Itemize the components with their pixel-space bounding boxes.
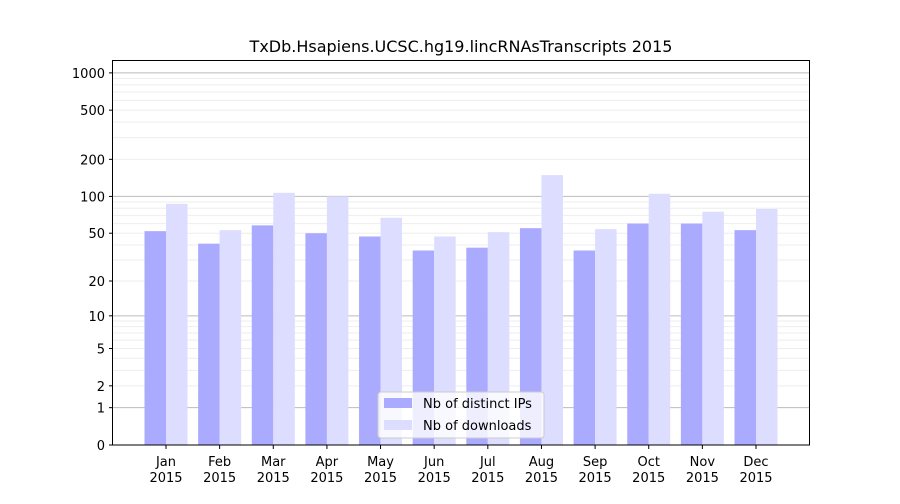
bar-downloads-aug bbox=[541, 175, 563, 445]
x-tick-label-year: 2015 bbox=[525, 471, 558, 486]
x-tick-label-month: Jan bbox=[155, 455, 176, 470]
y-tick-label: 100 bbox=[80, 190, 105, 205]
x-tick-label-year: 2015 bbox=[632, 471, 665, 486]
bar-downloads-oct bbox=[648, 193, 671, 445]
x-tick-label-year: 2015 bbox=[418, 471, 451, 486]
y-axis: 0 1 2 5 10 20 50 100 200 500 1000 bbox=[72, 67, 113, 454]
bar-ips-may bbox=[359, 236, 381, 445]
x-tick-label-month: Oct bbox=[637, 455, 659, 470]
y-tick-label: 200 bbox=[80, 153, 105, 168]
x-tick-label-month: Jul bbox=[479, 455, 496, 470]
x-tick-label-year: 2015 bbox=[686, 471, 719, 486]
x-tick-label-year: 2015 bbox=[310, 471, 343, 486]
bar-downloads-nov bbox=[702, 211, 724, 445]
x-tick-label-month: Mar bbox=[261, 455, 286, 470]
y-tick-label: 2 bbox=[97, 380, 105, 395]
bar-ips-dec bbox=[734, 230, 756, 445]
x-tick-label-month: Apr bbox=[316, 455, 339, 470]
bar-ips-aug bbox=[519, 228, 542, 445]
x-tick-label-month: Feb bbox=[208, 455, 231, 470]
x-tick-label-month: May bbox=[367, 455, 394, 470]
x-tick-label-year: 2015 bbox=[579, 471, 612, 486]
y-tick-label: 500 bbox=[80, 104, 105, 119]
x-tick-label-year: 2015 bbox=[739, 471, 772, 486]
bar-downloads-sep bbox=[595, 229, 617, 445]
legend-label-ips: Nb of distinct IPs bbox=[423, 397, 532, 412]
bar-downloads-dec bbox=[756, 208, 778, 445]
legend-swatch-ips bbox=[384, 398, 412, 408]
legend-label-downloads: Nb of downloads bbox=[423, 419, 532, 434]
bar-downloads-jan bbox=[166, 203, 188, 445]
x-tick-label-month: Nov bbox=[690, 455, 716, 470]
bar-ips-mar bbox=[251, 225, 274, 445]
y-tick-label: 5 bbox=[97, 342, 105, 357]
bar-ips-oct bbox=[627, 223, 649, 445]
bar-downloads-apr bbox=[326, 196, 349, 445]
y-tick-label: 0 bbox=[97, 439, 105, 454]
x-tick-label-month: Aug bbox=[529, 455, 554, 470]
legend: Nb of distinct IPs Nb of downloads bbox=[377, 391, 545, 439]
chart-title: TxDb.Hsapiens.UCSC.hg19.lincRNAsTranscri… bbox=[249, 37, 673, 56]
x-tick-label-year: 2015 bbox=[471, 471, 504, 486]
x-axis: Jan2015Feb2015Mar2015Apr2015May2015Jun20… bbox=[149, 445, 773, 486]
bar-ips-feb bbox=[198, 243, 220, 445]
bar-ips-sep bbox=[573, 250, 596, 445]
legend-frame bbox=[377, 391, 545, 439]
x-tick-label-year: 2015 bbox=[364, 471, 397, 486]
x-tick-label-year: 2015 bbox=[203, 471, 236, 486]
bar-downloads-may bbox=[380, 217, 403, 445]
bar-downloads-feb bbox=[219, 230, 242, 445]
bar-downloads-mar bbox=[273, 192, 295, 445]
x-tick-label-month: Sep bbox=[583, 455, 608, 470]
y-tick-label: 1 bbox=[97, 402, 105, 417]
x-tick-label-year: 2015 bbox=[257, 471, 290, 486]
bar-ips-apr bbox=[305, 233, 327, 445]
bar-ips-nov bbox=[680, 223, 703, 445]
x-tick-label-month: Dec bbox=[743, 455, 768, 470]
x-tick-label-month: Jun bbox=[423, 455, 444, 470]
bar-ips-jan bbox=[144, 231, 166, 445]
y-tick-label: 50 bbox=[88, 227, 105, 242]
y-tick-label: 10 bbox=[88, 310, 105, 325]
y-tick-label: 1000 bbox=[72, 67, 105, 82]
x-tick-label-year: 2015 bbox=[149, 471, 182, 486]
y-tick-label: 20 bbox=[88, 275, 105, 290]
plot-frame bbox=[112, 60, 810, 446]
legend-swatch-downloads bbox=[384, 420, 412, 430]
